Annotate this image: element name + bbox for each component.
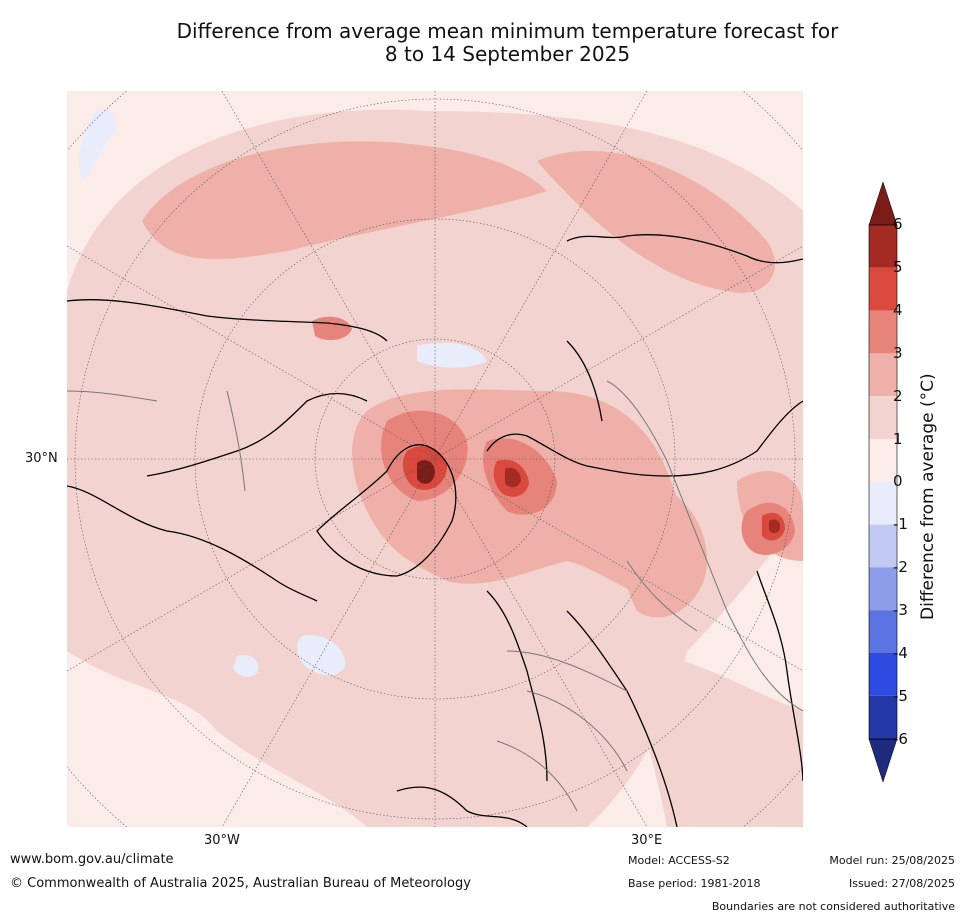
anomaly-band-1-2-east xyxy=(627,651,803,827)
lon-label-30w: 30°W xyxy=(204,833,240,848)
colorbar-band-neg5-neg4 xyxy=(869,653,897,696)
colorbar-tick: -1 xyxy=(893,515,908,533)
colorbar-band-3-4 xyxy=(869,310,897,354)
anomaly-band-5-6 xyxy=(417,460,435,484)
colorbar-tick: 5 xyxy=(893,258,903,276)
map-title: Difference from average mean minimum tem… xyxy=(0,20,965,66)
anomaly-band-2-3-north xyxy=(142,141,547,260)
colorbar-band-2-3 xyxy=(869,353,897,397)
colorbar-tick: -6 xyxy=(893,730,908,748)
model-text: Model: ACCESS-S2 xyxy=(628,854,730,867)
lon-label-30e: 30°E xyxy=(631,833,663,848)
disclaimer-text: Boundaries are not considered authoritat… xyxy=(711,900,955,913)
map-svg xyxy=(67,91,803,827)
colorbar-tick: -3 xyxy=(893,601,908,619)
anomaly-band-2-3-asia xyxy=(537,150,775,293)
colorbar-tick: 2 xyxy=(893,387,903,405)
lat-label-30n: 30°N xyxy=(25,451,58,466)
colorbar-tick: 4 xyxy=(893,301,903,319)
colorbar-band-1-2 xyxy=(869,396,897,439)
colorbar-band-neg4-neg3 xyxy=(869,610,897,653)
anomaly-band-neg-1-0-pacific xyxy=(79,110,117,181)
colorbar-band-5-6 xyxy=(869,225,897,268)
colorbar-band-neg2-neg1 xyxy=(869,524,897,568)
base-period-text: Base period: 1981-2018 xyxy=(628,877,761,890)
graticule xyxy=(67,91,803,827)
anomaly-band-2-3-siberia xyxy=(616,471,707,618)
colorbar-tick: -2 xyxy=(893,558,908,576)
colorbar-band-neg3-neg2 xyxy=(869,567,897,611)
colorbar-band-4-5 xyxy=(869,267,897,311)
anomaly-band-5-6-kamchatka xyxy=(769,519,781,534)
colorbar-tick: 6 xyxy=(893,215,903,233)
title-line-1: Difference from average mean minimum tem… xyxy=(176,19,839,43)
colorbar-outline xyxy=(868,224,898,740)
issued-text: Issued: 27/08/2025 xyxy=(848,877,955,890)
colorbar-band-0-1 xyxy=(869,439,897,482)
colorbar-tick: 1 xyxy=(893,430,903,448)
forecast-map xyxy=(67,91,803,827)
website-link[interactable]: www.bom.gov.au/climate xyxy=(10,852,174,867)
colorbar-band-neg1-0 xyxy=(869,481,897,525)
title-line-2: 8 to 14 September 2025 xyxy=(384,42,631,66)
colorbar xyxy=(868,182,898,782)
anomaly-band-neg-1-0-atlantic-2 xyxy=(233,654,259,678)
model-run-text: Model run: 25/08/2025 xyxy=(829,854,955,867)
colorbar-tick: -4 xyxy=(893,644,908,662)
colorbar-band-neg6-neg5 xyxy=(869,695,897,739)
country-borders xyxy=(67,380,803,812)
anomaly-band-5-6-barents xyxy=(505,467,521,488)
colorbar-tick: 0 xyxy=(893,472,903,490)
anomaly-band-neg-1-0-arctic xyxy=(417,342,487,368)
colorbar-tick: 3 xyxy=(893,344,903,362)
coastlines xyxy=(67,234,803,827)
colorbar-title: Difference from average (°C) xyxy=(918,373,938,620)
copyright-text: © Commonwealth of Australia 2025, Austra… xyxy=(10,876,471,891)
colorbar-tick: -5 xyxy=(893,687,908,705)
